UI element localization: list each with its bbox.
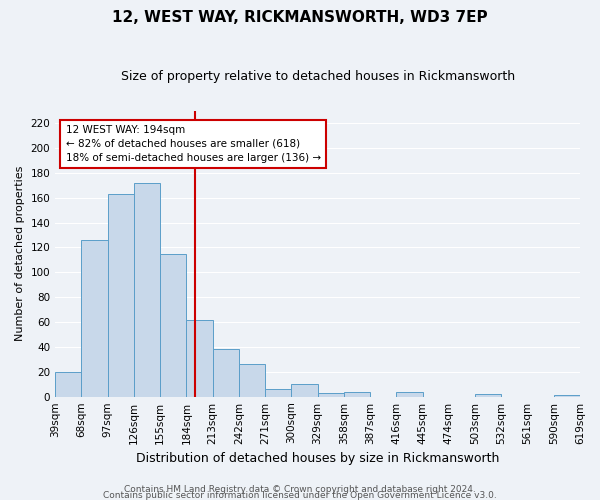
Bar [292, 384, 317, 396]
X-axis label: Distribution of detached houses by size in Rickmansworth: Distribution of detached houses by size … [136, 452, 499, 465]
Bar [107, 194, 134, 396]
Bar [187, 320, 212, 396]
Bar [82, 240, 107, 396]
Bar [397, 392, 422, 396]
Text: 12 WEST WAY: 194sqm
← 82% of detached houses are smaller (618)
18% of semi-detac: 12 WEST WAY: 194sqm ← 82% of detached ho… [65, 125, 321, 163]
Bar [160, 254, 187, 396]
Text: Contains public sector information licensed under the Open Government Licence v3: Contains public sector information licen… [103, 490, 497, 500]
Bar [475, 394, 501, 396]
Bar [212, 350, 239, 397]
Bar [265, 389, 292, 396]
Bar [55, 372, 82, 396]
Bar [239, 364, 265, 396]
Bar [344, 392, 370, 396]
Y-axis label: Number of detached properties: Number of detached properties [15, 166, 25, 342]
Bar [134, 182, 160, 396]
Title: Size of property relative to detached houses in Rickmansworth: Size of property relative to detached ho… [121, 70, 515, 83]
Text: 12, WEST WAY, RICKMANSWORTH, WD3 7EP: 12, WEST WAY, RICKMANSWORTH, WD3 7EP [112, 10, 488, 25]
Text: Contains HM Land Registry data © Crown copyright and database right 2024.: Contains HM Land Registry data © Crown c… [124, 484, 476, 494]
Bar [317, 393, 344, 396]
